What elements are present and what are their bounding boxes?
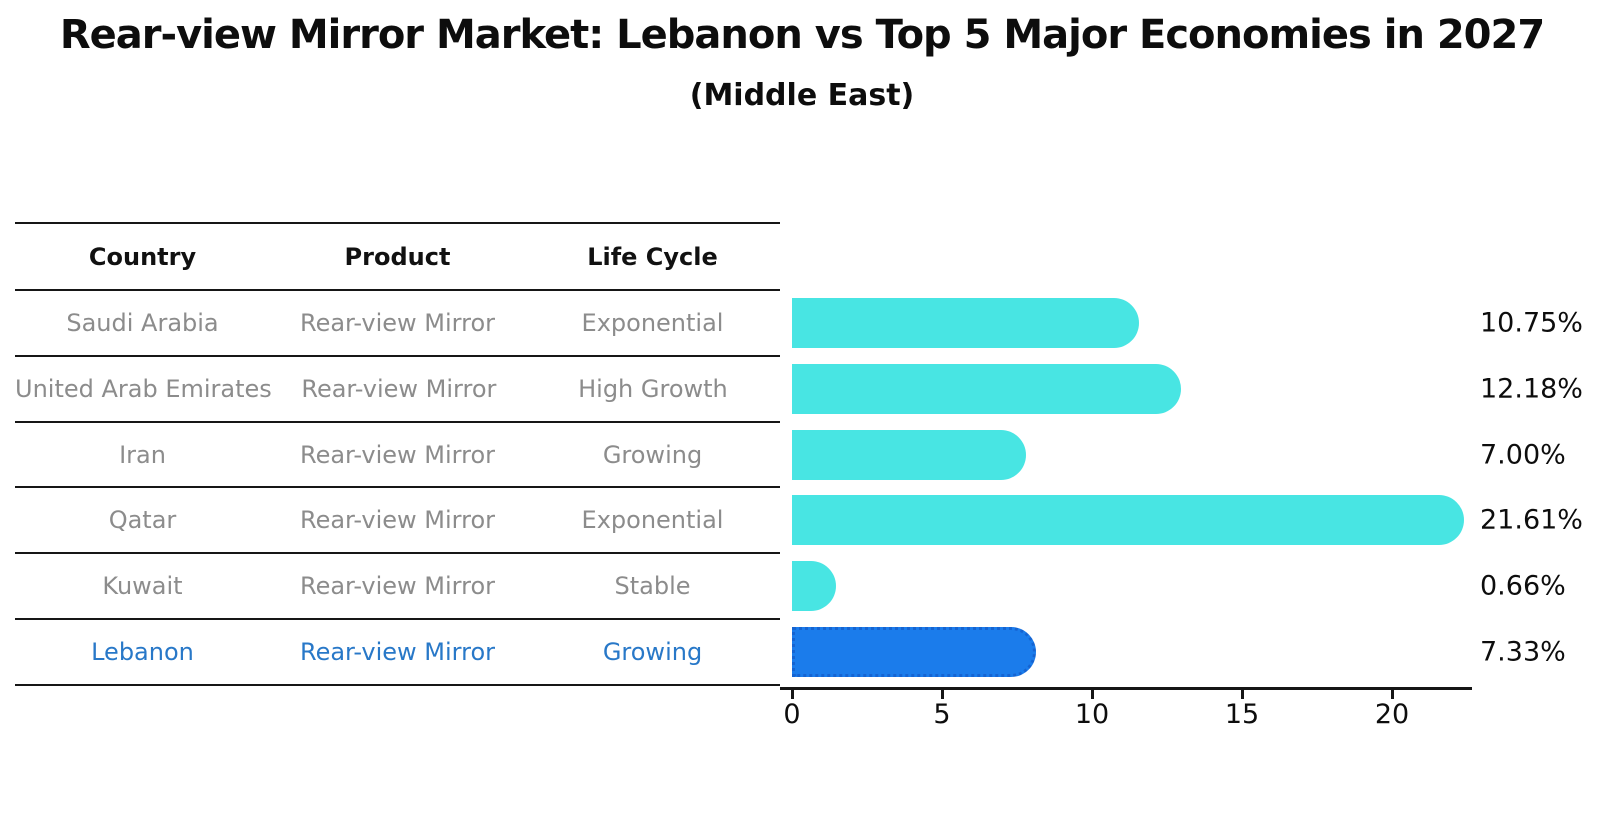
table-row: Lebanon Rear-view Mirror Growing: [15, 619, 780, 685]
table-cell-country: United Arab Emirates: [15, 374, 272, 403]
table-header-row: Country Product Life Cycle: [15, 223, 780, 290]
x-axis-tick: [940, 690, 944, 699]
table-cell-life-cycle: High Growth: [578, 374, 728, 403]
table-cell-product: Rear-view Mirror: [301, 374, 497, 403]
x-axis-tick: [1240, 690, 1244, 699]
table-cell-product: Rear-view Mirror: [299, 308, 496, 337]
table-cell-product: Rear-view Mirror: [299, 440, 496, 469]
bar-saudi-arabia: [792, 297, 1139, 348]
column-header-country: Country: [88, 242, 197, 271]
chart-subtitle: (Middle East): [689, 78, 915, 113]
x-axis-tick: [1390, 690, 1394, 699]
bar-value-label: 12.18%: [1480, 373, 1583, 405]
table-separator-line: [15, 288, 780, 292]
table-separator-line: [15, 420, 780, 423]
bar-value-label: 0.66%: [1480, 570, 1566, 602]
table-row: Iran Rear-view Mirror Growing: [15, 422, 780, 488]
bar-value-label: 10.75%: [1480, 307, 1583, 339]
table-cell-life-cycle: Growing: [602, 440, 703, 469]
table-separator-line: [15, 221, 780, 225]
x-axis-tick-label: 10: [1074, 699, 1110, 730]
x-axis-tick-label: 0: [783, 699, 801, 730]
table-row: Kuwait Rear-view Mirror Stable: [15, 553, 780, 619]
column-header-life-cycle: Life Cycle: [587, 242, 718, 271]
bar-value-label: 7.00%: [1480, 439, 1566, 471]
bar-lebanon: [792, 627, 1036, 678]
column-header-product: Product: [344, 242, 451, 271]
x-axis-tick: [1090, 690, 1094, 699]
chart-title: Rear-view Mirror Market: Lebanon vs Top …: [59, 12, 1545, 58]
table-cell-country: Iran: [119, 440, 166, 469]
table-separator-line: [15, 683, 780, 687]
bar-united-arab-emirates: [792, 363, 1182, 414]
x-axis-tick-label: 20: [1374, 699, 1410, 730]
table-cell-life-cycle: Exponential: [581, 506, 724, 535]
table-separator-line: [15, 354, 780, 357]
table-row: Qatar Rear-view Mirror Exponential: [15, 487, 780, 553]
table-cell-product: Rear-view Mirror: [299, 638, 496, 667]
bar-qatar: [792, 495, 1465, 546]
bar-kuwait: [792, 561, 836, 612]
table-cell-life-cycle: Stable: [614, 572, 691, 601]
x-axis-tick-label: 5: [933, 699, 951, 730]
table-cell-life-cycle: Exponential: [581, 308, 724, 337]
table-cell-country: Qatar: [108, 506, 177, 535]
table-row: Saudi Arabia Rear-view Mirror Exponential: [15, 290, 780, 356]
bar-value-label: 7.33%: [1480, 636, 1566, 668]
table-cell-country: Kuwait: [102, 572, 183, 601]
table-separator-line: [15, 552, 780, 555]
table-separator-line: [15, 618, 780, 621]
table-row: United Arab Emirates Rear-view Mirror High…: [15, 356, 780, 422]
bar-iran: [792, 429, 1026, 480]
table-cell-country: Saudi Arabia: [66, 308, 219, 337]
bar-value-label: 21.61%: [1480, 504, 1583, 536]
table-separator-line: [15, 486, 780, 489]
table-cell-product: Rear-view Mirror: [299, 506, 496, 535]
table-cell-country: Lebanon: [91, 638, 194, 667]
x-axis-line: [780, 687, 1472, 690]
x-axis-tick: [790, 690, 794, 699]
table-cell-life-cycle: Growing: [602, 638, 703, 667]
table-cell-product: Rear-view Mirror: [299, 572, 496, 601]
x-axis-tick-label: 15: [1224, 699, 1260, 730]
